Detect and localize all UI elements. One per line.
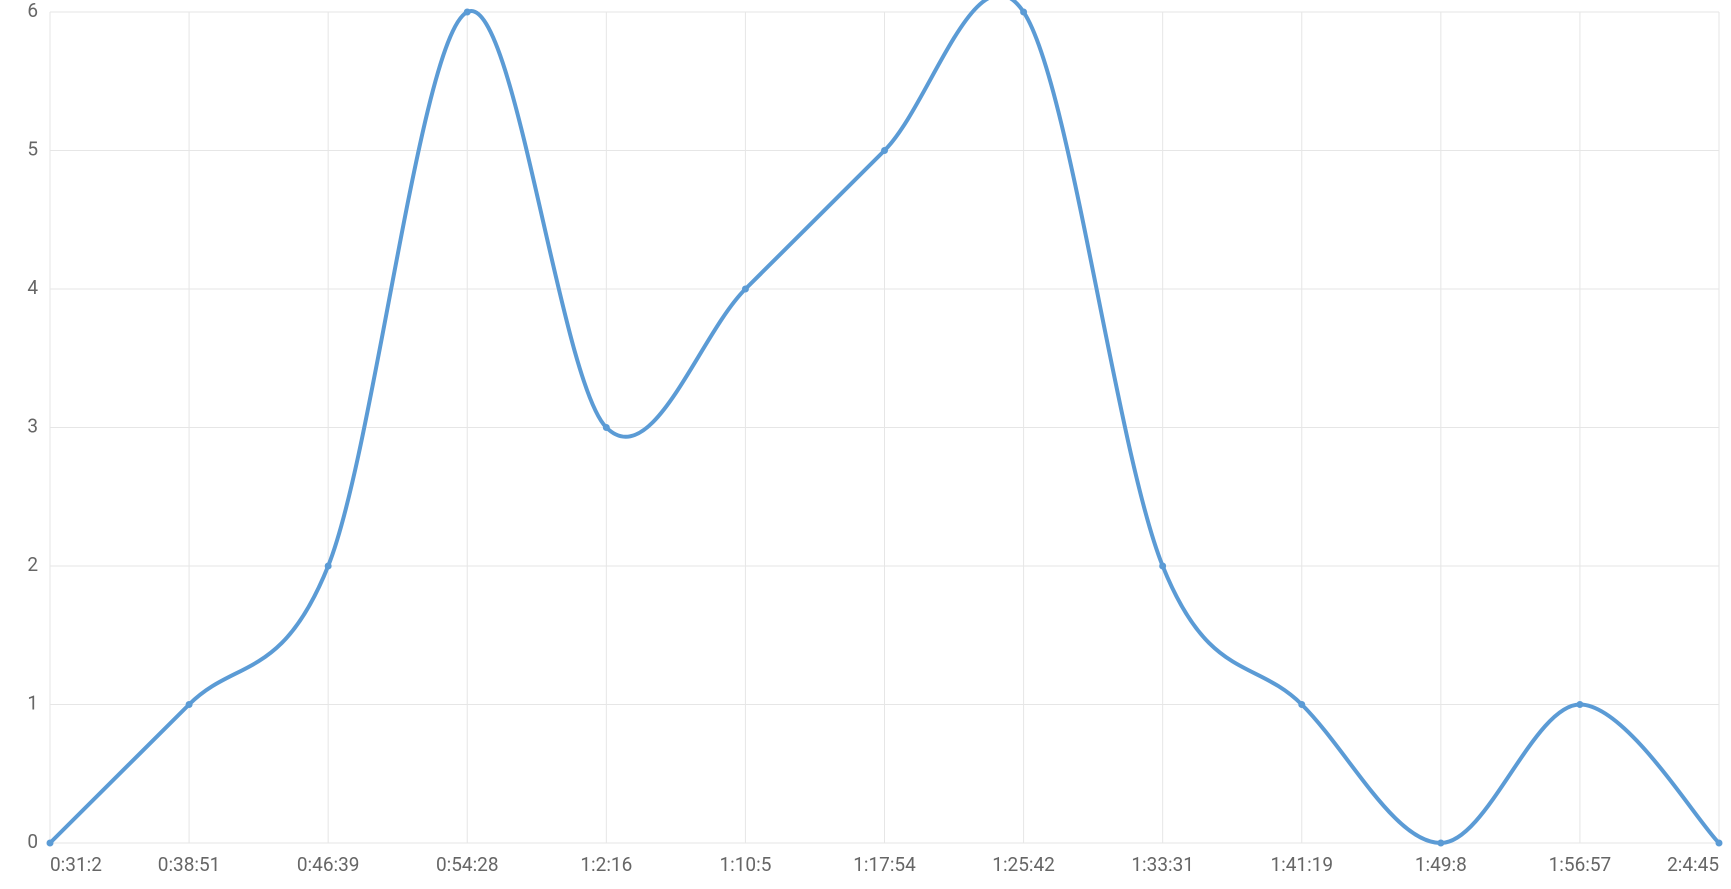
data-point	[881, 147, 888, 154]
data-point	[1159, 563, 1166, 570]
y-tick-label: 3	[27, 415, 38, 438]
x-tick-label: 0:54:28	[436, 853, 499, 876]
x-tick-label: 1:17:54	[853, 853, 916, 876]
x-tick-label: 1:33:31	[1131, 853, 1194, 876]
x-tick-label: 0:46:39	[297, 853, 360, 876]
y-tick-label: 4	[27, 276, 38, 299]
data-point	[742, 286, 749, 293]
x-tick-label: 1:25:42	[992, 853, 1055, 876]
data-point	[47, 840, 54, 847]
y-tick-label: 1	[27, 692, 38, 715]
x-tick-label: 1:41:19	[1270, 853, 1333, 876]
data-point	[464, 9, 471, 16]
data-point	[1298, 701, 1305, 708]
data-point	[1576, 701, 1583, 708]
line-chart-svg: 0 1 2 3 4 5 6 0:31:2 0:38:51 0:46:39 0:54:28 1:2:16…	[0, 0, 1731, 889]
data-point	[186, 701, 193, 708]
data-point	[1437, 840, 1444, 847]
y-tick-label: 5	[27, 138, 38, 161]
x-tick-label: 0:38:51	[158, 853, 221, 876]
x-tick-label: 2:4:45	[1667, 853, 1719, 876]
x-tick-label: 1:49:8	[1415, 853, 1467, 876]
y-tick-label: 0	[27, 830, 38, 853]
data-point	[603, 424, 610, 431]
y-tick-label: 6	[27, 0, 38, 22]
line-chart: 0 1 2 3 4 5 6 0:31:2 0:38:51 0:46:39 0:54:28 1:2:16…	[0, 0, 1731, 889]
data-point	[1716, 840, 1723, 847]
x-tick-label: 0:31:2	[50, 853, 102, 876]
x-tick-label: 1:10:5	[719, 853, 771, 876]
y-tick-label: 2	[27, 553, 38, 576]
x-tick-label: 1:2:16	[580, 853, 632, 876]
x-tick-label: 1:56:57	[1549, 853, 1612, 876]
data-point	[325, 563, 332, 570]
data-point	[1020, 9, 1027, 16]
